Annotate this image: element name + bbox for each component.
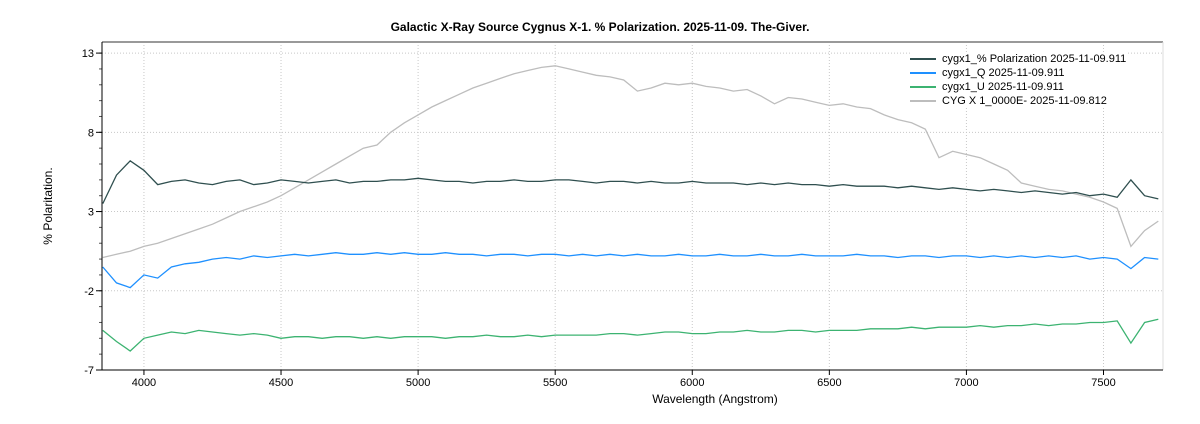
x-tick-label: 4000 [132,377,156,389]
legend-swatch [910,58,936,60]
legend-label: cygx1_Q 2025-11-09.911 [942,67,1065,79]
legend-entry: CYG X 1_0000E- 2025-11-09.812 [910,94,1126,108]
y-tick-label: -2 [84,286,94,298]
legend: cygx1_% Polarization 2025-11-09.911 cygx1… [910,52,1127,108]
legend-entry: cygx1_% Polarization 2025-11-09.911 [910,52,1126,66]
x-tick-label: 6500 [817,377,841,389]
legend-label: cygx1_U 2025-11-09.911 [942,81,1064,93]
x-tick-label: 6000 [680,377,704,389]
legend-label: cygx1_% Polarization 2025-11-09.911 [942,53,1127,65]
legend-entry: cygx1_U 2025-11-09.911 [910,80,1126,94]
chart-title: Galactic X-Ray Source Cygnus X-1. % Pola… [390,20,810,34]
x-tick-label: 5500 [543,377,567,389]
series-line-3 [102,318,1159,352]
x-tick-label: 7500 [1091,377,1115,389]
x-tick-label: 4500 [269,377,293,389]
series-line-0 [102,65,1159,259]
x-tick-label: 7000 [954,377,978,389]
legend-swatch [910,100,936,102]
y-tick-label: 8 [88,127,94,139]
y-tick-label: 13 [82,48,94,60]
legend-swatch [910,86,936,88]
series-line-2 [102,252,1159,289]
legend-label: CYG X 1_0000E- 2025-11-09.812 [942,95,1107,107]
x-axis-label: Wavelength (Angstrom) [652,392,778,406]
legend-swatch [910,72,936,74]
x-tick-label: 5000 [406,377,430,389]
series-line-1 [102,159,1159,204]
y-tick-label: 3 [88,207,94,219]
legend-entry: cygx1_Q 2025-11-09.911 [910,66,1126,80]
y-tick-label: -7 [84,365,94,377]
